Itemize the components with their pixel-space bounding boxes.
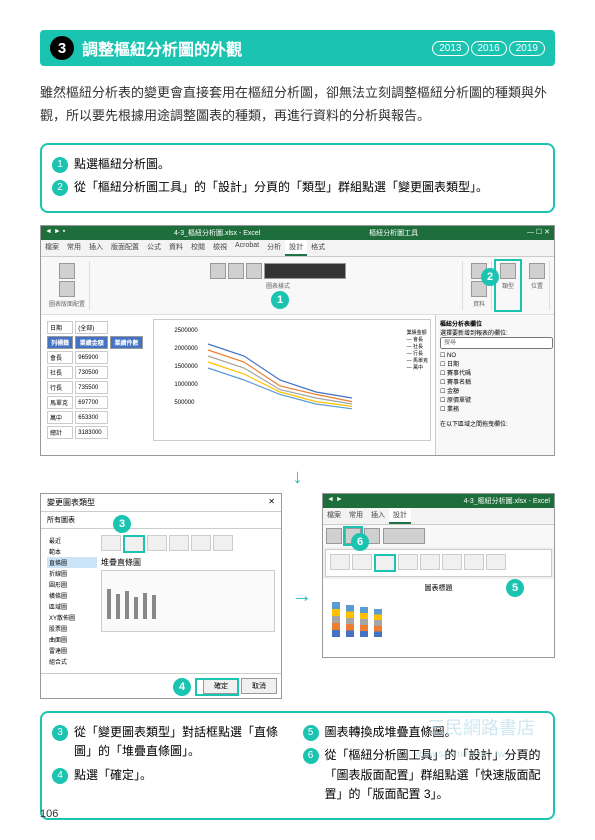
page-number: 106 [40, 808, 58, 820]
ribbon-tab[interactable]: 常用 [63, 240, 85, 256]
step-text: 圖表轉換成堆疊直條圖。 [325, 723, 457, 742]
svg-text:1000000: 1000000 [174, 382, 198, 388]
year-badge: 2013 [432, 41, 468, 56]
chart-thumb[interactable] [191, 535, 211, 551]
step-marker: 1 [52, 157, 68, 173]
steps-box-top: 1 點選樞紐分析圖。 2 從「樞紐分析圖工具」的「設計」分頁的「類型」群組點選「變更… [40, 143, 555, 213]
addchart-icon[interactable] [59, 263, 75, 279]
ribbon-tab[interactable]: 版面配置 [107, 240, 143, 256]
excel-titlebar: ◄ ► ▪ 4-3_樞紐分析圖.xlsx - Excel 樞紐分析圖工具 — ☐… [41, 226, 554, 240]
steps-box-bottom: 3從「變更圖表類型」對話框點選「直條圖」的「堆疊直條圖」。 4點選「確定」。 5… [40, 711, 555, 820]
svg-text:500000: 500000 [174, 400, 195, 406]
svg-text:2000000: 2000000 [174, 346, 198, 352]
ribbon-tab[interactable]: 檢視 [209, 240, 231, 256]
layout-thumb-selected[interactable] [374, 554, 396, 572]
svg-text:1500000: 1500000 [174, 364, 198, 370]
arrow-down-icon: ↓ [40, 466, 555, 489]
window-close[interactable]: — ☐ ✕ [527, 228, 550, 238]
ribbon-tab[interactable]: 插入 [85, 240, 107, 256]
pivot-chart[interactable]: 2500000 2000000 1500000 1000000 500000 [153, 319, 431, 441]
year-badge: 2019 [509, 41, 545, 56]
section-title: 調整樞紐分析圖的外觀 [82, 36, 432, 60]
excel-screenshot-result: ◄ ►4-3_樞紐分析圖.xlsx - Excel 檔案 常用 插入 設計 6 [322, 493, 555, 658]
style-dark-icon[interactable] [264, 263, 346, 279]
chart-thumb[interactable] [101, 535, 121, 551]
year-badges: 2013 2016 2019 [432, 41, 545, 56]
close-icon[interactable]: ✕ [268, 497, 275, 508]
section-number: 3 [50, 36, 74, 60]
section-header: 3 調整樞紐分析圖的外觀 2013 2016 2019 [40, 30, 555, 66]
year-badge: 2016 [471, 41, 507, 56]
ribbon-tab[interactable]: 資料 [165, 240, 187, 256]
ribbon-tab[interactable]: 格式 [307, 240, 329, 256]
arrow-right-icon: → [292, 585, 312, 608]
excel-tooltitle: 樞紐分析圖工具 [369, 228, 418, 238]
window-controls[interactable]: ◄ ► ▪ [45, 228, 65, 238]
intro-text: 雖然樞紐分析表的變更會直接套用在樞紐分析圖，卻無法立刻調整樞紐分析圖的種類與外觀… [40, 81, 555, 128]
chart-thumb[interactable] [169, 535, 189, 551]
step-text: 點選樞紐分析圖。 [74, 155, 170, 174]
chart-thumb-selected[interactable] [123, 535, 145, 553]
pivot-search-input[interactable] [440, 337, 553, 349]
excel-screenshot-main: ◄ ► ▪ 4-3_樞紐分析圖.xlsx - Excel 樞紐分析圖工具 — ☐… [40, 225, 555, 456]
ribbon-tab[interactable]: 校閱 [187, 240, 209, 256]
style-icon[interactable] [246, 263, 262, 279]
layout-thumb[interactable] [352, 554, 372, 570]
callout-marker-3: 3 [113, 515, 131, 533]
layout-thumb[interactable] [486, 554, 506, 570]
step-text: 從「變更圖表類型」對話框點選「直條圖」的「堆疊直條圖」。 [74, 723, 293, 761]
change-chart-dialog: 變更圖表類型✕ 所有圖表 最近 範本 直條圖 折線圖 圓形圖 橫條圖 區域圖 X… [40, 493, 282, 699]
addelement-icon[interactable] [326, 528, 342, 544]
cancel-button[interactable]: 取消 [241, 678, 277, 694]
excel-filename: 4-3_樞紐分析圖.xlsx - Excel [174, 228, 260, 238]
ribbon-tab[interactable]: 分析 [263, 240, 285, 256]
layout-thumb[interactable] [464, 554, 484, 570]
layout-thumb[interactable] [420, 554, 440, 570]
callout-marker-4: 4 [173, 678, 191, 696]
chart-thumb[interactable] [213, 535, 233, 551]
ribbon-tab[interactable]: Acrobat [231, 240, 263, 256]
chart-preview-area [101, 570, 275, 632]
ribbon-tab[interactable]: 檔案 [41, 240, 63, 256]
step-text: 從「樞紐分析圖工具」的「設計」分頁的「類型」群組點選「變更圖表類型」。 [74, 178, 488, 197]
step-marker: 2 [52, 180, 68, 196]
excel-ribbon-tabs: 檔案 常用 插入 版面配置 公式 資料 校閱 檢視 Acrobat 分析 設計 … [41, 240, 554, 257]
ribbon-tab-design[interactable]: 設計 [285, 240, 307, 256]
svg-text:2500000: 2500000 [174, 328, 198, 334]
ribbon-tab[interactable]: 公式 [143, 240, 165, 256]
style-icon[interactable] [383, 528, 425, 544]
chart-type-list[interactable]: 最近 範本 直條圖 折線圖 圓形圖 橫條圖 區域圖 XY散佈圖 股票圖 曲面圖 … [47, 535, 97, 667]
layout-thumb[interactable] [330, 554, 350, 570]
excel-toolbar: 圖表版面配置 圖表樣式 資料 類型 位置 [41, 257, 554, 315]
style-icon[interactable] [210, 263, 226, 279]
style-icon[interactable] [228, 263, 244, 279]
pivot-fields-panel[interactable]: 樞紐分析表欄位 選擇要新增到報表的欄位: ☐ NO ☐ 日期 ☐ 賽事代碼 ☐ … [435, 315, 554, 455]
watermark-url: www.sanmin.com.tw [414, 749, 505, 760]
step-text: 點選「確定」。 [74, 766, 152, 785]
layout-thumb[interactable] [398, 554, 418, 570]
movechart-icon[interactable] [529, 263, 545, 279]
layout-thumb[interactable] [442, 554, 462, 570]
pivot-data-table[interactable]: 日期(全部) 列標籤業績金額業績件數 會長965900 社長730500 行長7… [45, 319, 145, 441]
layout-icon[interactable] [59, 281, 75, 297]
chart-thumb[interactable] [147, 535, 167, 551]
